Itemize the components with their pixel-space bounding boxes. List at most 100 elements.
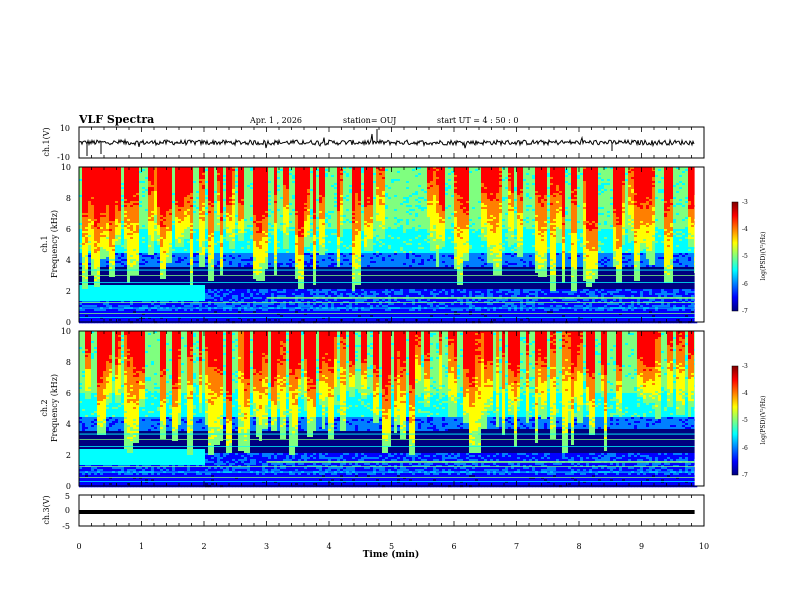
- spectrogram-cell: [193, 263, 196, 265]
- spectrogram-cell: [199, 239, 202, 241]
- spectrogram-cell: [160, 185, 163, 187]
- spectrogram-cell: [85, 225, 88, 227]
- spectrogram-cell: [211, 189, 214, 191]
- spectrogram-cell: [91, 215, 94, 217]
- spectrogram-cell: [139, 173, 142, 175]
- spectrogram-cell: [208, 283, 211, 285]
- spectrogram-cell: [100, 207, 103, 209]
- spectrogram-cell: [160, 279, 163, 281]
- spectrogram-cell: [220, 215, 223, 217]
- spectrogram-cell: [244, 211, 247, 213]
- spectrogram-cell: [118, 217, 121, 219]
- spectrogram-cell: [238, 287, 241, 289]
- spectrogram-cell: [217, 253, 220, 255]
- spectrogram-cell: [184, 265, 187, 267]
- spectrogram-cell: [196, 291, 199, 293]
- spectrogram-cell: [145, 215, 148, 217]
- spectrogram-cell: [226, 183, 229, 185]
- spectrogram-cell: [100, 223, 103, 225]
- spectrogram-cell: [208, 179, 211, 181]
- spectrogram-cell: [118, 247, 121, 249]
- spectrogram-cell: [118, 213, 121, 215]
- spectrogram-cell: [148, 175, 151, 177]
- spectrogram-cell: [181, 293, 184, 295]
- start-time-label: start UT = 4 : 50 : 0: [437, 116, 518, 125]
- spectrogram-cell: [238, 253, 241, 255]
- spectrogram-cell: [232, 201, 235, 203]
- spectrogram-cell: [85, 257, 88, 259]
- spectrogram-cell: [148, 191, 151, 193]
- spectrogram-cell: [217, 193, 220, 195]
- spectrogram-cell: [166, 191, 169, 193]
- spectrogram-cell: [91, 249, 94, 251]
- spectrogram-cell: [235, 221, 238, 223]
- spectrogram-cell: [229, 277, 232, 279]
- spectrogram-cell: [124, 283, 127, 285]
- spectrogram-cell: [175, 223, 178, 225]
- spectrogram-cell: [157, 211, 160, 213]
- spectrogram-cell: [214, 231, 217, 233]
- spectrogram-cell: [175, 305, 178, 307]
- spectrogram-cell: [229, 179, 232, 181]
- spectrogram-cell: [220, 231, 223, 233]
- spectrogram-cell: [94, 263, 97, 265]
- spectrogram-cell: [142, 213, 145, 215]
- spectrogram-cell: [178, 221, 181, 223]
- spectrogram-cell: [181, 283, 184, 285]
- spectrogram-cell: [238, 199, 241, 201]
- spectrogram-cell: [142, 291, 145, 293]
- spectrogram-cell: [136, 205, 139, 207]
- spectrogram-cell: [208, 249, 211, 251]
- spectrogram-cell: [229, 181, 232, 183]
- spectrogram-cell: [88, 213, 91, 215]
- spectrogram-cell: [217, 271, 220, 273]
- spectrogram-cell: [133, 185, 136, 187]
- spectrogram-cell: [97, 263, 100, 265]
- spectrogram-cell: [211, 225, 214, 227]
- spectrogram-cell: [226, 273, 229, 275]
- spectrogram-cell: [151, 263, 154, 265]
- spectrogram-cell: [196, 261, 199, 263]
- spectrogram-cell: [235, 203, 238, 205]
- spectrogram-cell: [178, 271, 181, 273]
- spectrogram-cell: [94, 303, 97, 305]
- spectrogram-cell: [103, 197, 106, 199]
- spectrogram-cell: [193, 299, 196, 301]
- spectrogram-cell: [241, 277, 244, 279]
- spectrogram-cell: [181, 285, 184, 287]
- spectrogram-cell: [109, 171, 112, 173]
- spectrogram-cell: [100, 175, 103, 177]
- spectrogram-cell: [229, 297, 232, 299]
- spectrogram-cell: [163, 173, 166, 175]
- spectrogram-cell: [115, 271, 118, 273]
- spectrogram-cell: [88, 239, 91, 241]
- spectrogram-cell: [178, 247, 181, 249]
- spectrogram-cell: [121, 185, 124, 187]
- spectrogram-cell: [151, 191, 154, 193]
- spectrogram-cell: [142, 203, 145, 205]
- spectrogram-cell: [124, 277, 127, 279]
- spectrogram-cell: [100, 283, 103, 285]
- spectrogram-cell: [202, 175, 205, 177]
- spectrogram-cell: [175, 179, 178, 181]
- spectrogram-cell: [148, 205, 151, 207]
- spectrogram-cell: [100, 297, 103, 299]
- spectrogram-cell: [100, 263, 103, 265]
- spectrogram-cell: [229, 225, 232, 227]
- spectrogram-cell: [208, 257, 211, 259]
- spectrogram-cell: [160, 235, 163, 237]
- spectrogram-cell: [235, 197, 238, 199]
- spectrogram-cell: [196, 193, 199, 195]
- spectrogram-cell: [145, 263, 148, 265]
- spectrogram-cell: [235, 169, 238, 171]
- spectrogram-cell: [196, 279, 199, 281]
- spectrogram-cell: [202, 221, 205, 223]
- spectrogram-cell: [175, 311, 178, 313]
- spectrogram-cell: [139, 185, 142, 187]
- spectrogram-cell: [145, 191, 148, 193]
- spectrogram-cell: [154, 223, 157, 225]
- spectrogram-cell: [157, 227, 160, 229]
- spectrogram-cell: [211, 299, 214, 301]
- spectrogram-cell: [187, 179, 190, 181]
- spectrogram-cell: [157, 241, 160, 243]
